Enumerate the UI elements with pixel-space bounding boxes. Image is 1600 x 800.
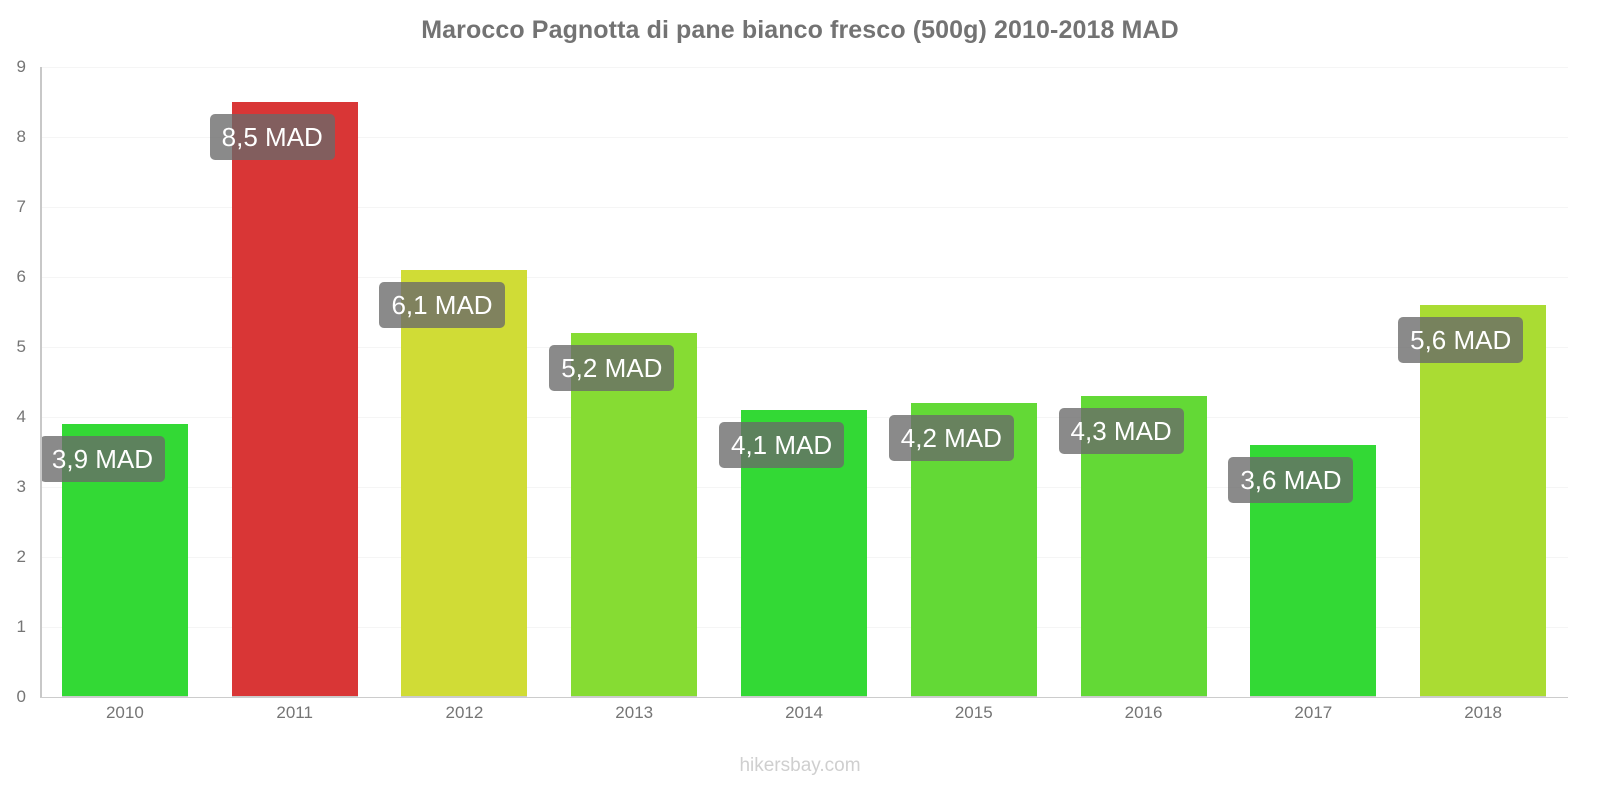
x-axis-tick-mark	[1080, 696, 1207, 698]
gridline	[40, 67, 1568, 68]
x-axis-tick-mark	[1420, 696, 1547, 698]
y-axis-tick-label: 9	[16, 57, 26, 76]
footer-credit: hikersbay.com	[739, 755, 861, 776]
x-axis-tick-mark	[231, 696, 358, 698]
x-axis-tick-label-2012: 2012	[445, 703, 484, 722]
bar-2013[interactable]	[571, 333, 698, 697]
y-axis-tick-labels: 0 1 2 3 4 5 6 7 8 9	[0, 57, 40, 706]
x-axis-tick-mark	[741, 696, 867, 698]
x-axis-tick-label-2017: 2017	[1294, 703, 1333, 722]
gridline	[40, 207, 1568, 208]
value-label-2013: 5,2 MAD	[549, 345, 675, 391]
value-label-2011: 8,5 MAD	[209, 114, 335, 160]
value-label-2012: 6,1 MAD	[379, 282, 505, 328]
chart-title: Marocco Pagnotta di pane bianco fresco (…	[421, 16, 1179, 44]
gridline	[40, 277, 1568, 278]
y-axis-tick-label: 3	[16, 477, 26, 496]
x-axis-tick-label-2014: 2014	[785, 703, 823, 722]
bar-2018[interactable]	[1420, 305, 1547, 697]
y-axis-tick-label: 1	[16, 617, 26, 636]
y-axis-tick-label: 0	[16, 687, 26, 706]
y-axis-line	[40, 67, 42, 697]
x-axis-tick-mark	[61, 696, 188, 698]
x-axis-tick-mark	[910, 696, 1037, 698]
plot-area: 3,9 MAD 8,5 MAD 6,1 MAD 5,2 MAD 4,1 MAD 4,2 M…	[39, 67, 1568, 698]
y-axis-tick-label: 5	[16, 337, 26, 356]
x-axis-tick-label-2013: 2013	[615, 703, 654, 722]
y-axis-tick-label: 6	[16, 267, 26, 286]
value-label-2010: 3,9 MAD	[39, 436, 166, 482]
y-axis-tick-label: 7	[16, 197, 26, 216]
bars-layer: 3,9 MAD 8,5 MAD 6,1 MAD 5,2 MAD 4,1 MAD 4,2 M…	[39, 67, 1568, 698]
value-label-2018: 5,6 MAD	[1398, 317, 1524, 363]
x-axis-tick-mark	[571, 696, 698, 698]
value-label-2014: 4,1 MAD	[719, 422, 845, 468]
value-label-2017: 3,6 MAD	[1228, 457, 1354, 503]
x-axis-tick-label-2010: 2010	[105, 703, 144, 722]
x-axis-tick-mark	[1250, 696, 1377, 698]
x-axis-tick-label-2011: 2011	[276, 703, 313, 722]
y-axis-tick-label: 4	[16, 407, 26, 426]
value-label-2015: 4,2 MAD	[888, 415, 1014, 461]
x-axis-tick-label-2015: 2015	[954, 703, 993, 722]
gridline	[40, 347, 1568, 348]
gridline	[40, 137, 1568, 138]
bar-2012[interactable]	[401, 270, 528, 697]
y-axis-tick-label: 8	[16, 127, 26, 146]
x-axis-tick-labels: 2010 2011 2012 2013 2014 2015 2016 2017 2018	[40, 703, 1568, 743]
x-axis-tick-label-2018: 2018	[1464, 703, 1503, 722]
y-axis-tick-label: 2	[16, 547, 26, 566]
x-axis-tick-mark	[401, 696, 528, 698]
value-label-2016: 4,3 MAD	[1058, 408, 1184, 454]
x-axis-tick-label-2016: 2016	[1124, 703, 1163, 722]
bar-2011[interactable]	[231, 102, 358, 697]
